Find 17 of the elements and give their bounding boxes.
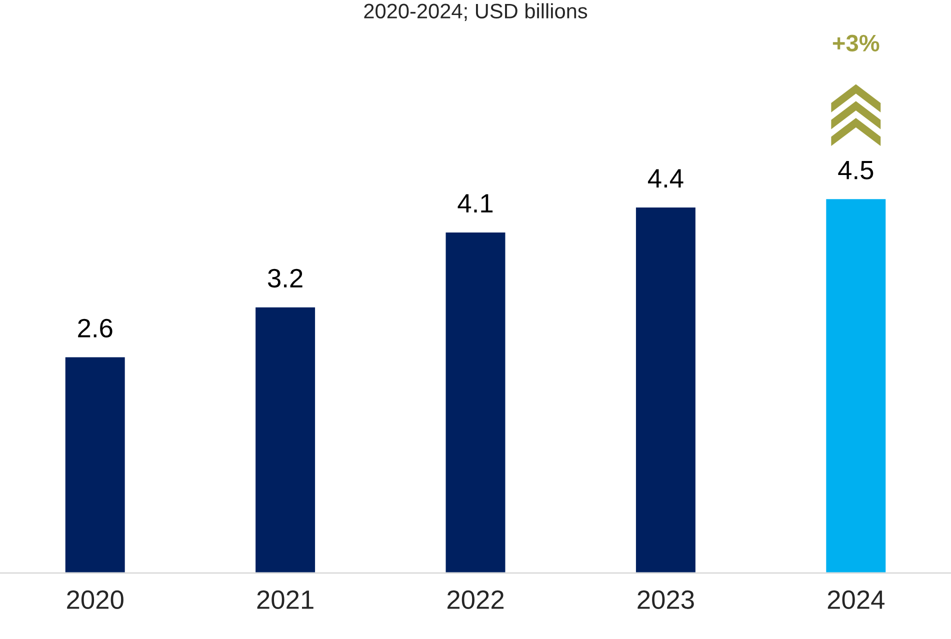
bar xyxy=(64,356,126,573)
bar xyxy=(444,231,507,573)
x-tick-label: 2020 xyxy=(67,590,124,610)
text: +3% xyxy=(832,34,880,52)
data-label: 4.1 xyxy=(458,194,493,212)
chart-subtitle: 2020-2024; USD billions xyxy=(364,3,588,21)
data-label: 3.2 xyxy=(268,268,302,288)
bar xyxy=(634,206,697,573)
data-label: 2.6 xyxy=(78,318,112,338)
x-tick-label: 2024 xyxy=(828,590,884,610)
data-label: 4.5 xyxy=(838,160,874,180)
x-tick-label: 2023 xyxy=(638,590,694,610)
data-label: 4.4 xyxy=(648,169,684,188)
x-tick-label: 2022 xyxy=(447,590,504,610)
bar xyxy=(254,306,316,573)
x-tick-label: 2021 xyxy=(257,590,314,610)
bar xyxy=(824,198,888,573)
